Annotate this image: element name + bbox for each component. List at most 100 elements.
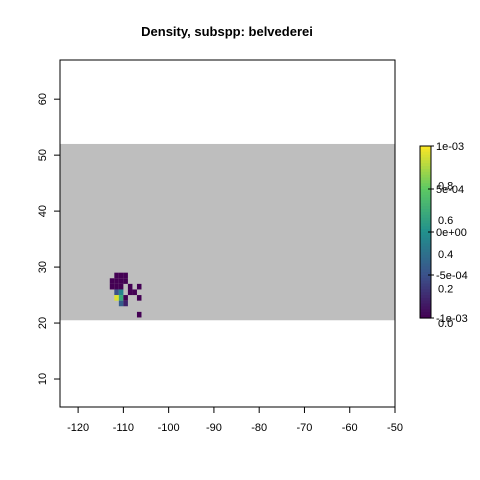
colorbar-segment (420, 283, 431, 288)
colorbar-tick-label: 5e-04 (436, 184, 464, 196)
colorbar-segment (420, 315, 431, 319)
colorbar-segment (420, 289, 431, 293)
y-tick-label: 20 (37, 317, 49, 329)
plot-area (60, 143, 395, 321)
y-tick-label: 60 (37, 93, 49, 105)
x-tick-label: -80 (251, 422, 267, 434)
heatmap-cell (123, 300, 128, 307)
heatmap-cell (118, 295, 124, 301)
y-tick-label: 10 (37, 373, 49, 385)
colorbar-segment (420, 252, 431, 256)
colorbar-segment (420, 292, 431, 296)
colorbar-segment (420, 234, 431, 239)
x-tick-label: -60 (342, 422, 358, 434)
colorbar-segment (420, 223, 431, 227)
colorbar-segment (420, 217, 431, 222)
heatmap-cell (123, 272, 128, 279)
colorbar-value-label: 0.6 (438, 215, 453, 227)
colorbar-segment (420, 177, 431, 181)
heatmap-cell (118, 272, 124, 279)
heatmap-cell (114, 272, 119, 279)
colorbar-segment (420, 260, 431, 265)
colorbar-segment (420, 154, 431, 159)
heatmap-cell (114, 278, 119, 284)
colorbar-tick-label: -5e-04 (436, 270, 468, 282)
colorbar-segment (420, 272, 431, 276)
x-tick-label: -90 (206, 422, 222, 434)
colorbar-segment (420, 163, 431, 167)
colorbar-segment (420, 269, 431, 273)
heatmap-cell (123, 278, 128, 284)
colorbar-segment (420, 306, 431, 310)
colorbar-segment (420, 183, 431, 187)
colorbar-segment (420, 295, 431, 299)
colorbar-segment (420, 209, 431, 213)
colorbar-tick-label: 0e+00 (436, 227, 467, 239)
heatmap-cell (109, 278, 115, 284)
colorbar-tick-label: -1e-03 (436, 313, 468, 325)
colorbar-segment (420, 254, 431, 259)
colorbar-segment (420, 297, 431, 302)
colorbar-segment (420, 191, 431, 196)
x-tick-label: -100 (158, 422, 180, 434)
heatmap-cell (118, 289, 124, 296)
heatmap-cell (114, 295, 119, 301)
colorbar-segment (420, 174, 431, 179)
y-tick-label: 50 (37, 149, 49, 161)
colorbar-segment (420, 249, 431, 253)
x-tick-label: -110 (113, 422, 134, 434)
colorbar-segment (420, 186, 431, 190)
colorbar-segment (420, 189, 431, 193)
colorbar-value-label: 0.0 (438, 318, 453, 330)
colorbar-value-label: 0.8 (438, 180, 453, 192)
colorbar-segment (420, 200, 431, 204)
axes: -120 -110 -100 -90 -80 -70 -60 -50 10 20 30 40 50 60 (37, 59, 403, 434)
heatmap-cell (118, 278, 124, 284)
colorbar-segment (420, 203, 431, 207)
heatmap-cell (132, 289, 137, 296)
y-tick-label: 30 (37, 261, 49, 273)
x-tick-label: -50 (387, 422, 403, 434)
chart-title: Density, subspp: belvederei (141, 24, 313, 39)
colorbar-segment (420, 303, 431, 308)
colorbar-segment (420, 229, 431, 233)
heatmap-cell (136, 283, 142, 290)
x-tick-label: -70 (297, 422, 313, 434)
colorbar-segment (420, 243, 431, 247)
colorbar-segment (420, 211, 431, 216)
x-tick-label: -120 (67, 422, 89, 434)
heatmap-cell (118, 300, 124, 307)
colorbar-segment (420, 157, 431, 161)
colorbar-segment (420, 277, 431, 282)
heatmap-cell (127, 289, 133, 296)
colorbar-segment (420, 151, 431, 156)
colorbar-segment (420, 206, 431, 210)
colorbar-segment (420, 232, 431, 236)
background-band (60, 143, 395, 321)
plot-frame (59, 59, 396, 408)
colorbar-segment (420, 246, 431, 250)
colorbar-segment (420, 180, 431, 184)
heatmap-cell (136, 295, 142, 301)
colorbar-segment (420, 220, 431, 224)
heatmap-cell (118, 283, 124, 290)
heatmap-cell (136, 311, 142, 318)
colorbar-segment (420, 160, 431, 164)
colorbar-tick-label: 1e-03 (436, 141, 464, 153)
heatmap-cell (123, 295, 128, 301)
colorbar-segment (420, 257, 431, 262)
colorbar-segment (420, 146, 431, 150)
colorbar-segment (420, 275, 431, 279)
colorbar-segment (420, 214, 431, 219)
colorbar-segment (420, 286, 431, 290)
colorbar-segment (420, 300, 431, 305)
colorbar-segment (420, 309, 431, 313)
colorbar-segment (420, 148, 431, 153)
heatmap-cell (127, 283, 133, 290)
colorbar-segment (420, 263, 431, 267)
heatmap-cell (114, 283, 119, 290)
colorbar-segment (420, 237, 431, 242)
colorbar-segment (420, 197, 431, 202)
colorbar-segment (420, 226, 431, 230)
